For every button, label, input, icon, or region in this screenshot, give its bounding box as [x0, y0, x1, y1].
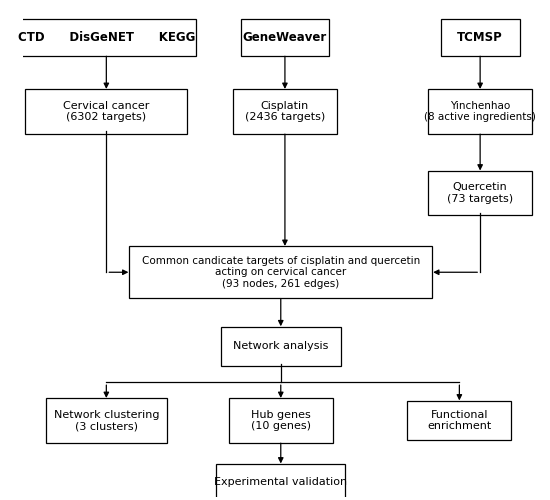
Text: CTD      DisGeNET      KEGG: CTD DisGeNET KEGG: [18, 31, 195, 44]
Text: Network clustering
(3 clusters): Network clustering (3 clusters): [53, 410, 159, 432]
Text: Cisplatin
(2436 targets): Cisplatin (2436 targets): [245, 101, 325, 122]
Text: Network analysis: Network analysis: [233, 342, 328, 351]
Text: TCMSP: TCMSP: [457, 31, 503, 44]
FancyBboxPatch shape: [428, 90, 532, 134]
FancyBboxPatch shape: [441, 19, 520, 56]
Text: GeneWeaver: GeneWeaver: [243, 31, 327, 44]
Text: Yinchenhao
(8 active ingredients): Yinchenhao (8 active ingredients): [424, 101, 536, 122]
FancyBboxPatch shape: [216, 464, 345, 500]
FancyBboxPatch shape: [408, 401, 512, 440]
Text: Functional
enrichment: Functional enrichment: [427, 410, 492, 432]
Text: Cervical cancer
(6302 targets): Cervical cancer (6302 targets): [63, 101, 150, 122]
FancyBboxPatch shape: [17, 19, 196, 56]
FancyBboxPatch shape: [233, 90, 337, 134]
FancyBboxPatch shape: [25, 90, 188, 134]
Text: Experimental validation: Experimental validation: [214, 478, 348, 488]
Text: Hub genes
(10 genes): Hub genes (10 genes): [251, 410, 311, 432]
FancyBboxPatch shape: [221, 326, 341, 366]
FancyBboxPatch shape: [428, 171, 532, 216]
FancyBboxPatch shape: [241, 19, 328, 56]
Text: Quercetin
(73 targets): Quercetin (73 targets): [447, 182, 513, 204]
Text: Common candicate targets of cisplatin and quercetin
acting on cervical cancer
(9: Common candicate targets of cisplatin an…: [142, 256, 420, 289]
FancyBboxPatch shape: [46, 398, 167, 443]
FancyBboxPatch shape: [129, 246, 432, 298]
FancyBboxPatch shape: [229, 398, 333, 443]
